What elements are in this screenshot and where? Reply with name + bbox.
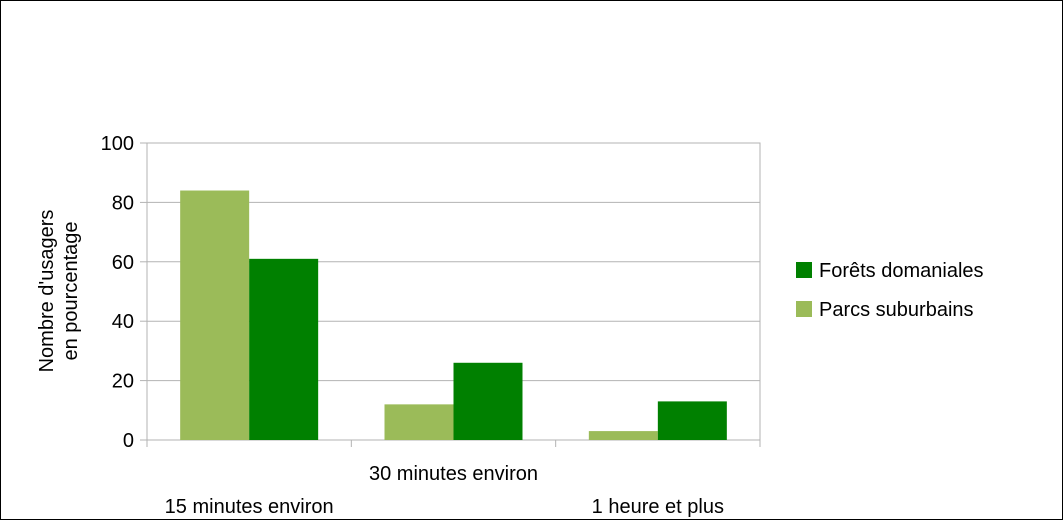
x-axis-ticks: 15 minutes environ 30 minutes environ 1 he… [146,440,761,518]
y-tick-label: 100 [101,133,134,155]
bar [249,258,319,440]
bar [453,362,523,440]
y-tick-label: 40 [112,311,134,333]
y-tick-label: 0 [123,430,134,452]
y-tick-label: 80 [112,192,134,214]
legend-label: Forêts domaniales [819,260,984,282]
legend-swatch [796,301,812,317]
x-tick-label: 1 heure et plus [592,496,724,518]
legend-label: Parcs suburbains [819,299,974,321]
x-tick-label: 30 minutes environ [369,463,538,485]
y-axis-label-line-1: Nombre d'usagers [36,210,58,373]
bar [180,190,250,440]
bar [588,431,658,440]
x-tick-label: 15 minutes environ [165,496,334,518]
bars [180,190,727,440]
y-tick-label: 20 [112,371,134,393]
bar [384,404,454,440]
bar [657,401,727,440]
y-axis-ticks: 0 20 40 60 80 100 [101,133,147,452]
y-axis-label-line-2: en pourcentage [60,221,82,360]
y-tick-label: 60 [112,252,134,274]
legend: Forêts domaniales Parcs suburbains [796,260,984,321]
legend-swatch [796,262,812,278]
